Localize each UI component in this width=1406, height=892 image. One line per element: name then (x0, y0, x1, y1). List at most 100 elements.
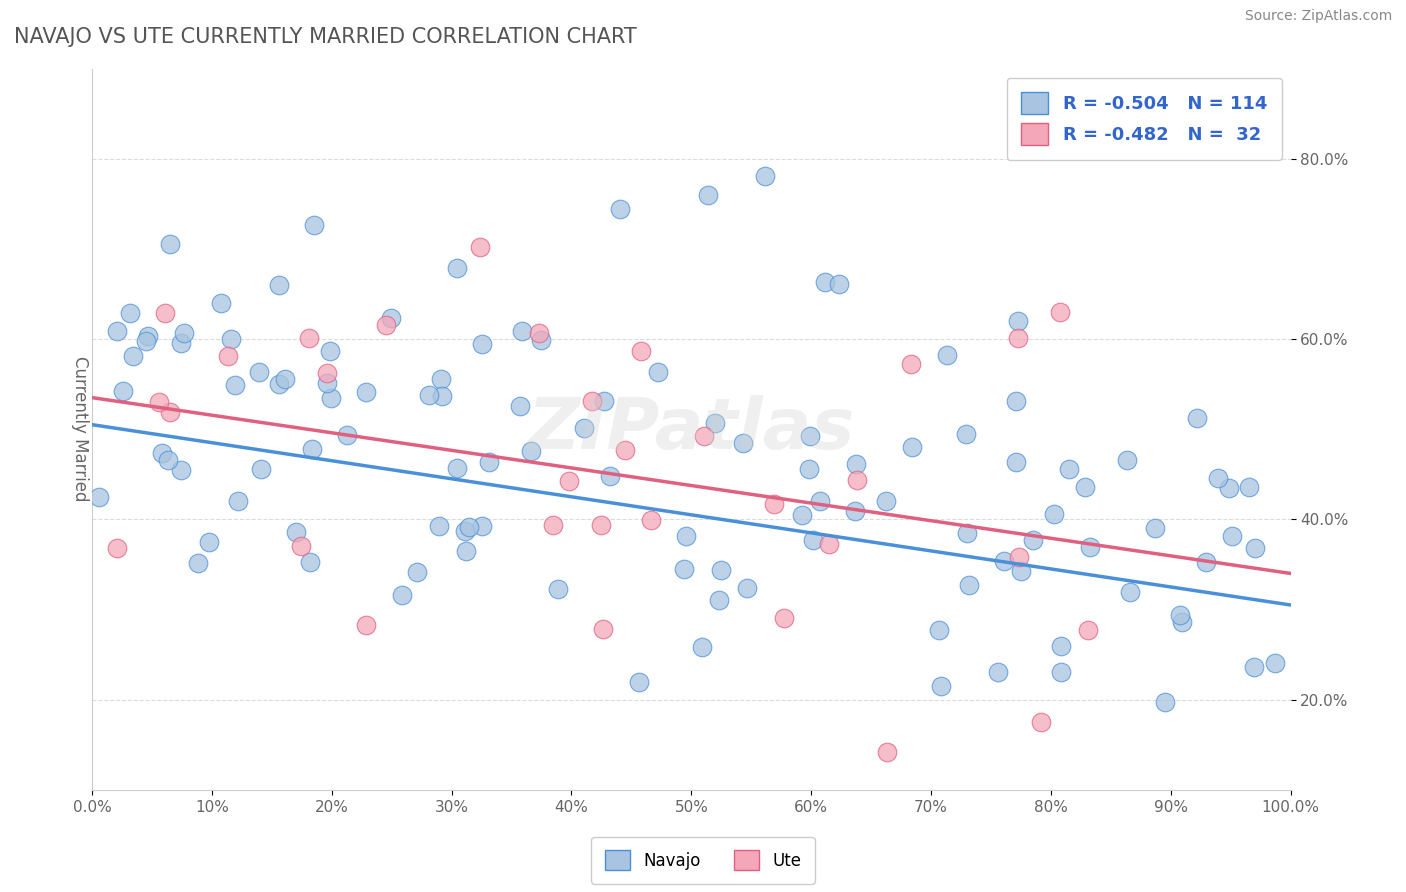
Point (274, 372, 297, 386)
Point (1010, 564, 1032, 578)
Point (1144, 521, 1167, 535)
Point (87, 490, 110, 504)
Point (457, 520, 479, 534)
Point (454, 524, 477, 539)
Point (250, 462, 273, 476)
Point (901, 440, 924, 454)
Point (187, 557, 209, 571)
Point (432, 389, 454, 403)
Point (1042, 507, 1064, 521)
Point (111, 384, 134, 399)
Point (581, 394, 603, 409)
Point (157, 453, 180, 467)
Point (737, 581, 759, 595)
Point (1206, 471, 1229, 485)
Point (374, 318, 396, 332)
Point (1115, 453, 1137, 467)
Point (1059, 461, 1081, 475)
Point (828, 277, 851, 291)
Point (219, 332, 242, 346)
Point (675, 529, 697, 543)
Point (478, 455, 501, 469)
Point (267, 377, 290, 392)
Point (790, 508, 813, 523)
Point (198, 535, 221, 549)
Point (599, 468, 621, 483)
Point (929, 679, 952, 693)
Point (247, 364, 270, 378)
Legend: Navajo, Ute: Navajo, Ute (592, 837, 814, 884)
Point (557, 475, 579, 489)
Point (1078, 540, 1101, 554)
Point (430, 372, 453, 386)
Point (267, 277, 290, 292)
Point (135, 334, 157, 348)
Point (993, 554, 1015, 568)
Point (471, 337, 494, 351)
Point (693, 429, 716, 443)
Point (155, 306, 177, 320)
Point (1077, 623, 1099, 637)
Point (173, 326, 195, 341)
Point (285, 524, 308, 539)
Point (406, 565, 429, 579)
Point (454, 544, 477, 558)
Point (170, 463, 193, 477)
Point (845, 458, 868, 472)
Point (541, 517, 564, 532)
Point (418, 387, 440, 401)
Point (1029, 714, 1052, 729)
Point (875, 494, 897, 508)
Point (1218, 481, 1240, 495)
Point (697, 187, 720, 202)
Point (900, 357, 922, 371)
Point (380, 311, 402, 326)
Point (1022, 533, 1045, 547)
Point (773, 611, 796, 625)
Point (224, 378, 246, 392)
Point (987, 665, 1010, 679)
Point (510, 324, 533, 338)
Point (627, 674, 650, 689)
Point (704, 416, 727, 430)
Point (1243, 660, 1265, 674)
Point (148, 395, 170, 409)
Point (150, 446, 173, 460)
Text: Source: ZipAtlas.com: Source: ZipAtlas.com (1244, 9, 1392, 23)
Point (1220, 529, 1243, 543)
Point (593, 394, 616, 409)
Point (1264, 657, 1286, 671)
Point (209, 296, 232, 310)
Point (527, 326, 550, 341)
Point (509, 400, 531, 414)
Point (797, 461, 820, 475)
Point (935, 348, 957, 362)
Point (754, 169, 776, 183)
Point (298, 331, 321, 345)
Point (592, 622, 614, 636)
Point (170, 336, 193, 351)
Point (1050, 639, 1073, 653)
Point (471, 519, 494, 533)
Point (520, 444, 543, 458)
Point (1168, 608, 1191, 623)
Point (1195, 556, 1218, 570)
Point (876, 745, 898, 759)
Point (1005, 455, 1028, 469)
Point (928, 624, 950, 638)
Point (799, 429, 821, 443)
Point (707, 592, 730, 607)
Point (647, 365, 669, 379)
Point (315, 366, 337, 380)
Point (391, 588, 413, 602)
Point (547, 582, 569, 596)
Point (298, 556, 321, 570)
Point (290, 539, 312, 553)
Point (614, 442, 637, 457)
Legend: R = -0.504   N = 114, R = -0.482   N =  32: R = -0.504 N = 114, R = -0.482 N = 32 (1007, 78, 1282, 160)
Point (228, 493, 250, 508)
Point (957, 578, 980, 592)
Point (1049, 665, 1071, 680)
Point (107, 541, 129, 555)
Point (316, 376, 339, 390)
